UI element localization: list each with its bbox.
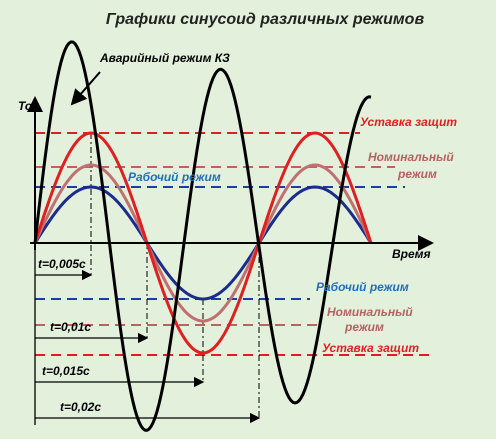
protection-label: Уставка защит	[360, 115, 457, 129]
time-label: t=0,02с	[60, 400, 101, 414]
title: Графики синусоид различных режимов	[106, 11, 425, 28]
time-label: t=0,005с	[38, 257, 86, 271]
time-guides	[90, 133, 260, 418]
x-label: Время	[392, 247, 431, 261]
time-label: t=0,015с	[42, 364, 90, 378]
sinusoid	[33, 40, 372, 432]
sinusoid	[33, 163, 373, 323]
working-label: Рабочий режим	[316, 280, 409, 294]
time-label: t=0,01с	[50, 320, 91, 334]
sinusoid	[33, 185, 373, 301]
nominal-label: режим	[344, 320, 384, 334]
working-label: Рабочий режим	[128, 170, 221, 184]
time-arrows	[34, 71, 261, 425]
nominal-label: Номинальный	[327, 305, 413, 319]
nominal-label: Номинальный	[368, 150, 454, 164]
emergency-label: Аварийный режим КЗ	[99, 51, 230, 65]
axes	[27, 96, 434, 251]
sinusoids	[33, 40, 373, 432]
sinusoid	[33, 131, 373, 355]
nominal-label: режим	[397, 167, 437, 181]
y-label: Ток	[18, 99, 39, 113]
protection-label: Уставка защит	[322, 341, 419, 355]
